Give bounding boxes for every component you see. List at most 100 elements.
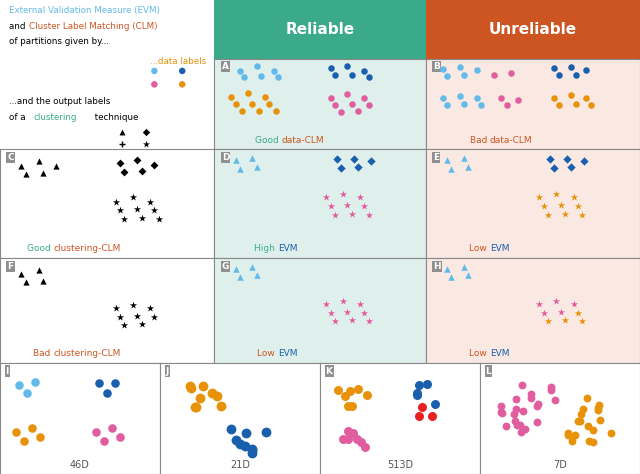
Point (230, 315, 241, 323)
Point (502, 101, 512, 109)
Point (342, 201, 353, 209)
Point (321, 301, 332, 308)
Text: clustering-CLM: clustering-CLM (54, 245, 121, 254)
Point (273, 73, 283, 81)
Text: C: C (8, 153, 14, 162)
Point (543, 317, 553, 325)
Point (438, 94, 448, 102)
Point (551, 190, 561, 198)
Point (347, 72, 357, 79)
Point (117, 128, 127, 136)
Point (511, 395, 521, 402)
Point (560, 210, 570, 218)
Point (243, 199, 253, 207)
Point (459, 154, 469, 162)
Point (472, 307, 482, 314)
Point (247, 446, 257, 453)
Point (94, 379, 104, 386)
Point (195, 394, 205, 401)
Point (576, 410, 586, 418)
Text: Good: Good (255, 136, 282, 145)
Point (42, 302, 52, 310)
Point (198, 383, 208, 390)
Text: Bad: Bad (470, 136, 490, 145)
Point (189, 404, 200, 411)
Text: of a: of a (8, 113, 28, 122)
Point (253, 107, 264, 114)
Point (8, 302, 18, 310)
Text: H: H (433, 262, 441, 271)
Point (512, 421, 522, 428)
Point (136, 214, 147, 222)
Point (451, 295, 461, 303)
Point (359, 67, 369, 75)
Point (583, 422, 593, 430)
Point (359, 94, 369, 102)
Point (33, 157, 44, 165)
Point (128, 301, 138, 309)
Point (243, 90, 253, 97)
Point (38, 277, 48, 285)
Point (525, 390, 536, 398)
Point (117, 140, 127, 148)
Point (14, 381, 24, 389)
Point (239, 73, 249, 81)
Point (433, 298, 444, 306)
Point (30, 378, 40, 385)
Point (463, 163, 474, 171)
Text: EVM: EVM (278, 245, 297, 254)
Point (115, 160, 125, 167)
Point (247, 447, 257, 454)
Text: 46D: 46D (70, 460, 90, 470)
Text: Low: Low (469, 245, 490, 254)
Point (573, 202, 583, 210)
Point (235, 165, 245, 173)
Point (566, 163, 577, 171)
Point (33, 266, 44, 273)
Point (459, 100, 469, 108)
Point (149, 161, 159, 168)
Point (520, 425, 530, 432)
Point (362, 392, 372, 399)
Point (497, 409, 508, 417)
Point (51, 162, 61, 170)
Point (468, 191, 478, 199)
Point (353, 163, 363, 171)
Point (571, 100, 581, 108)
Point (29, 310, 40, 318)
Point (577, 211, 588, 219)
Point (417, 403, 428, 411)
Point (230, 156, 241, 164)
Point (533, 401, 543, 408)
Point (342, 427, 353, 435)
Point (149, 269, 159, 277)
Point (364, 101, 374, 109)
Point (506, 69, 516, 77)
Point (413, 381, 424, 389)
Point (342, 63, 353, 70)
Text: EVM: EVM (278, 349, 297, 358)
Point (136, 167, 147, 175)
Point (472, 200, 482, 208)
Point (336, 109, 346, 116)
Text: L: L (486, 366, 492, 375)
Point (472, 66, 482, 74)
Point (46, 204, 56, 212)
Point (348, 429, 358, 437)
Point (538, 309, 548, 316)
Point (231, 437, 241, 444)
Point (534, 193, 545, 201)
Point (516, 428, 526, 436)
Point (349, 264, 359, 272)
Point (136, 320, 147, 328)
Point (347, 100, 357, 108)
Text: 21D: 21D (230, 460, 250, 470)
Point (247, 100, 257, 108)
Point (566, 64, 577, 71)
Text: Low: Low (469, 349, 490, 358)
Point (442, 265, 452, 273)
Point (568, 301, 579, 308)
Point (427, 412, 437, 420)
Point (222, 191, 232, 199)
Point (149, 67, 159, 75)
